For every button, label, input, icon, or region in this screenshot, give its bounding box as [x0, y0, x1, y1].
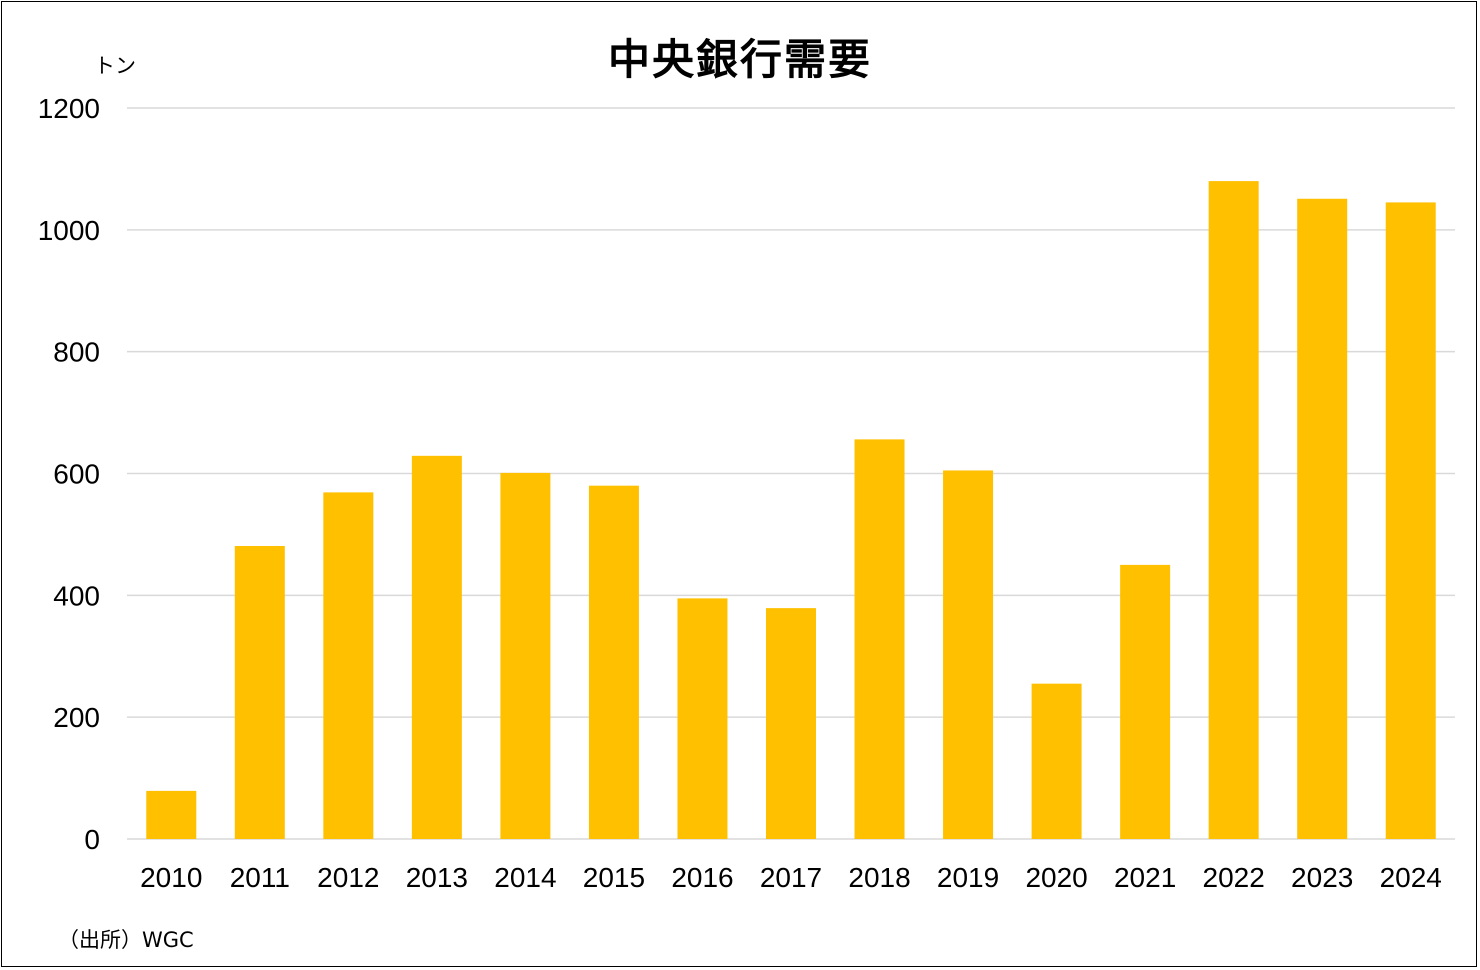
- bar-2023: [1297, 198, 1348, 839]
- bar-2024: [1385, 202, 1436, 839]
- bar-2022: [1208, 181, 1259, 840]
- x-tick-label: 2020: [1025, 862, 1087, 893]
- source-note: （出所）WGC: [58, 928, 194, 952]
- y-tick-label: 600: [53, 459, 100, 490]
- x-tick-label: 2013: [406, 862, 468, 893]
- bar-2017: [766, 608, 816, 839]
- x-tick-label: 2017: [760, 862, 822, 893]
- bar-2012: [323, 492, 374, 839]
- y-tick-label: 1000: [38, 215, 100, 246]
- bar-2016: [677, 598, 728, 839]
- x-tick-label: 2016: [671, 862, 733, 893]
- bar-2010: [146, 790, 197, 839]
- bar-2015: [588, 485, 639, 839]
- y-axis-tick-labels: 0 200 400 600 800 1000 1200: [38, 93, 100, 855]
- y-tick-label: 200: [53, 702, 100, 733]
- x-tick-label: 2010: [140, 862, 202, 893]
- bar-2011: [234, 545, 285, 839]
- x-tick-label: 2023: [1291, 862, 1353, 893]
- y-tick-label: 1200: [38, 93, 100, 124]
- x-tick-label: 2022: [1203, 862, 1265, 893]
- x-tick-label: 2015: [583, 862, 645, 893]
- x-tick-label: 2019: [937, 862, 999, 893]
- x-axis-tick-labels: 2010 2011 2012 2013 2014 2015 2016 2017 2018 2019…: [140, 862, 1442, 893]
- x-tick-label: 2024: [1380, 862, 1442, 893]
- bar-2019: [943, 470, 994, 839]
- bar-2014: [500, 472, 551, 839]
- y-tick-label: 0: [84, 824, 100, 855]
- bar-2013: [411, 455, 462, 839]
- bar-2020: [1031, 683, 1082, 839]
- chart-title: 中央銀行需要: [607, 35, 872, 84]
- y-tick-label: 800: [53, 337, 100, 368]
- x-tick-label: 2021: [1114, 862, 1176, 893]
- y-axis-unit-label: トン: [94, 54, 136, 78]
- x-tick-label: 2018: [848, 862, 910, 893]
- x-tick-label: 2012: [317, 862, 379, 893]
- bar-2021: [1120, 564, 1171, 839]
- bars: [146, 181, 1436, 840]
- x-tick-label: 2011: [230, 862, 290, 893]
- bar-2018: [854, 439, 905, 839]
- x-tick-label: 2014: [494, 862, 556, 893]
- y-tick-label: 400: [53, 580, 100, 611]
